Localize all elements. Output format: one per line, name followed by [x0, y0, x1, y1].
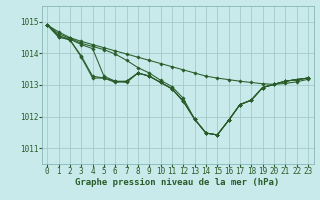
X-axis label: Graphe pression niveau de la mer (hPa): Graphe pression niveau de la mer (hPa): [76, 178, 280, 187]
